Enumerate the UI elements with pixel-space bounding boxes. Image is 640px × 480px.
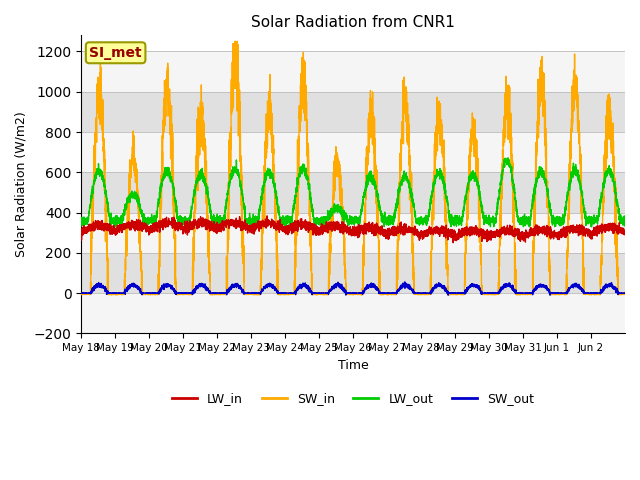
Bar <box>81 172 625 213</box>
SW_out <box>401 279 409 285</box>
LW_in <box>403 225 410 230</box>
Y-axis label: Solar Radiation (W/m2): Solar Radiation (W/m2) <box>15 111 28 257</box>
Line: SW_out: SW_out <box>81 282 625 295</box>
LW_out <box>529 195 537 201</box>
Bar <box>81 213 625 253</box>
LW_in <box>263 213 271 219</box>
Legend: LW_in, SW_in, LW_out, SW_out: LW_in, SW_in, LW_out, SW_out <box>167 387 539 410</box>
SW_in <box>190 258 198 264</box>
SW_out <box>502 282 510 288</box>
Title: Solar Radiation from CNR1: Solar Radiation from CNR1 <box>251 15 455 30</box>
SW_in <box>502 84 510 90</box>
SW_in <box>374 180 381 185</box>
SW_in <box>77 290 85 296</box>
SW_out <box>77 290 85 296</box>
SW_out <box>373 286 381 292</box>
Bar <box>81 293 625 334</box>
LW_in <box>373 226 381 232</box>
SW_out <box>621 290 629 296</box>
SW_out <box>529 289 537 295</box>
LW_out <box>190 192 198 198</box>
LW_out <box>111 224 118 229</box>
LW_out <box>543 189 551 194</box>
LW_out <box>502 158 510 164</box>
Bar <box>81 132 625 172</box>
Line: LW_out: LW_out <box>81 158 625 227</box>
SW_out <box>190 287 198 292</box>
SW_in <box>529 238 537 244</box>
LW_in <box>502 228 510 234</box>
SW_out <box>543 284 551 290</box>
LW_in <box>529 230 537 236</box>
LW_in <box>190 226 198 231</box>
LW_in <box>77 228 85 234</box>
Text: SI_met: SI_met <box>90 46 142 60</box>
LW_in <box>621 228 629 234</box>
LW_in <box>543 226 551 232</box>
LW_out <box>373 191 381 196</box>
Bar <box>81 51 625 92</box>
Line: SW_in: SW_in <box>81 41 625 295</box>
SW_in <box>403 89 410 95</box>
LW_out <box>621 215 629 220</box>
SW_in <box>543 182 551 188</box>
X-axis label: Time: Time <box>338 359 369 372</box>
LW_in <box>449 240 457 246</box>
Line: LW_in: LW_in <box>81 216 625 243</box>
SW_out <box>403 281 410 287</box>
Bar <box>81 253 625 293</box>
SW_in <box>231 38 239 44</box>
SW_in <box>208 292 216 298</box>
LW_out <box>504 155 512 161</box>
LW_out <box>403 178 410 183</box>
SW_in <box>621 290 629 296</box>
LW_out <box>77 223 85 229</box>
Bar <box>81 92 625 132</box>
SW_out <box>546 292 554 298</box>
